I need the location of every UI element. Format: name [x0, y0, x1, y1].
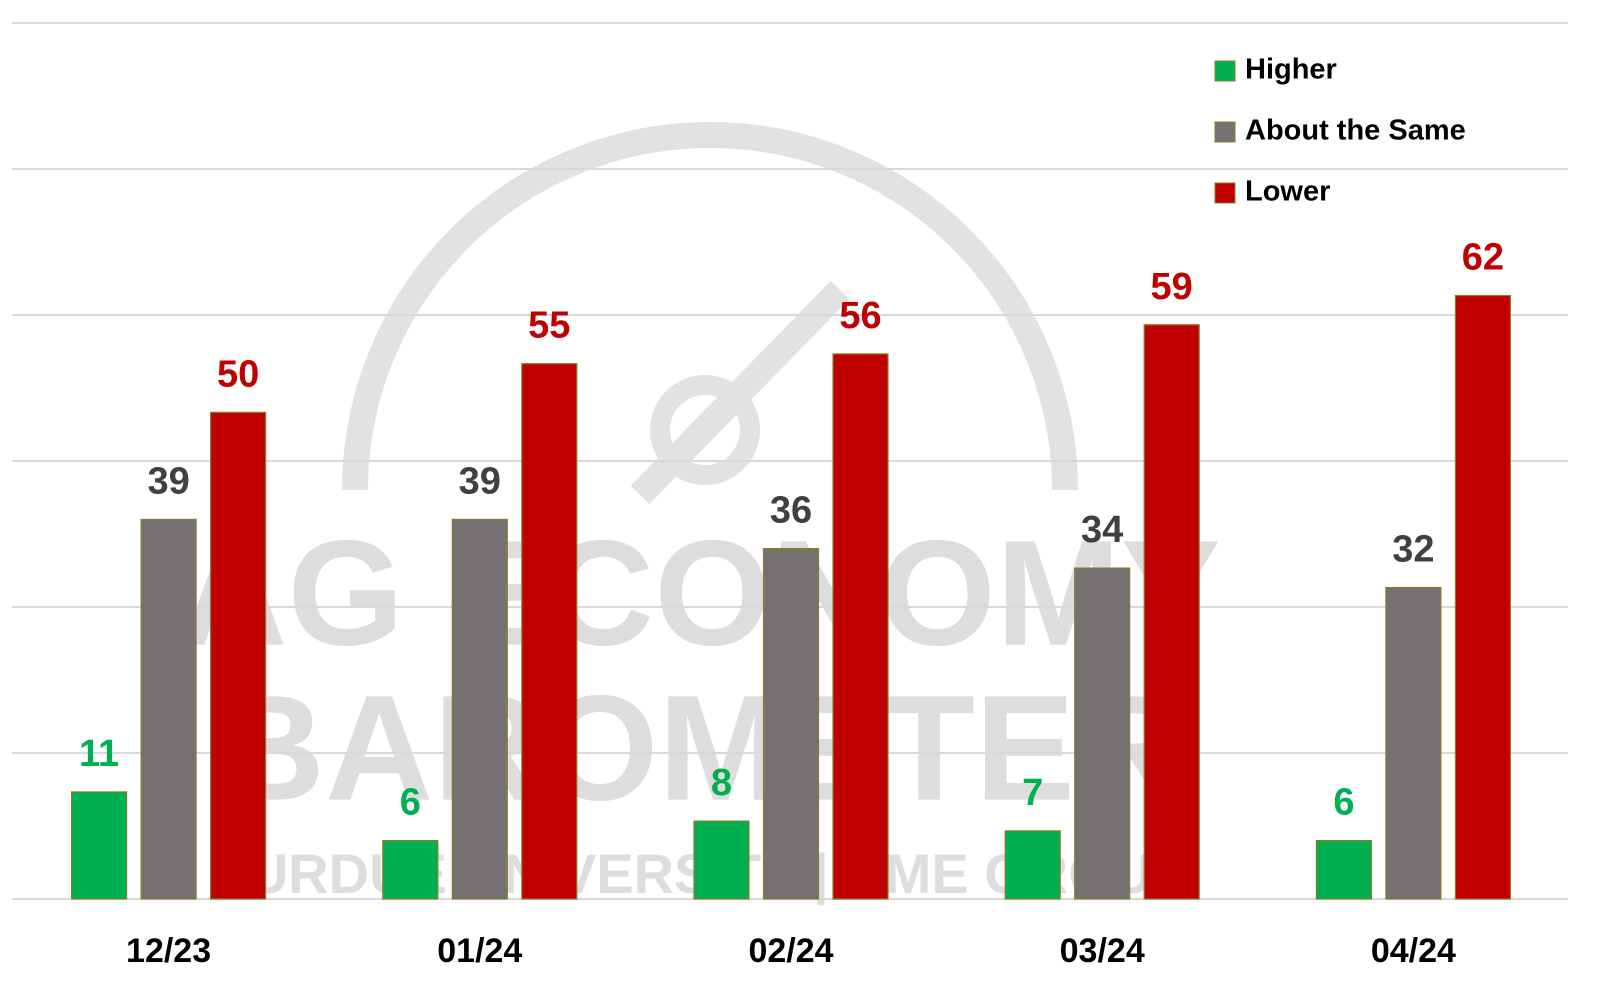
- bar: [452, 519, 507, 899]
- bar: [1005, 831, 1060, 899]
- bar: [211, 412, 266, 899]
- x-tick-label: 02/24: [748, 932, 833, 970]
- value-label: 56: [839, 295, 881, 337]
- value-label: 36: [770, 490, 812, 532]
- value-label: 50: [217, 353, 259, 395]
- value-label: 62: [1462, 237, 1504, 279]
- bar: [1075, 568, 1130, 899]
- value-label: 6: [1333, 782, 1354, 824]
- value-label: 39: [459, 460, 501, 502]
- bar: [833, 354, 888, 899]
- value-label: 39: [147, 460, 189, 502]
- value-label: 32: [1392, 529, 1434, 571]
- x-tick-label: 04/24: [1371, 932, 1456, 970]
- bar: [141, 519, 196, 899]
- bar: [72, 792, 127, 899]
- bar: [1386, 588, 1441, 899]
- legend-swatch: [1215, 61, 1235, 81]
- bar: [522, 364, 577, 899]
- value-label: 55: [528, 305, 570, 347]
- bar: [1455, 296, 1510, 899]
- watermark-line: AG ECONOMY: [179, 509, 1221, 677]
- bar: [694, 821, 749, 899]
- value-label: 59: [1151, 266, 1193, 308]
- chart: AG ECONOMY BAROMETER PURDUE UNIVERSITY |…: [0, 0, 1601, 992]
- x-tick-label: 03/24: [1060, 932, 1145, 970]
- x-tick-label: 01/24: [437, 932, 522, 970]
- value-label: 34: [1081, 509, 1123, 551]
- value-label: 7: [1022, 772, 1043, 814]
- watermark: AG ECONOMY BAROMETER PURDUE UNIVERSITY |…: [179, 135, 1221, 906]
- legend-label: About the Same: [1245, 115, 1466, 147]
- legend-swatch: [1215, 183, 1235, 203]
- value-label: 8: [711, 762, 732, 804]
- bar: [1144, 325, 1199, 899]
- bar: [764, 549, 819, 899]
- value-label: 11: [79, 733, 119, 775]
- legend-label: Lower: [1245, 176, 1330, 208]
- bar: [1316, 841, 1371, 899]
- bar: [383, 841, 438, 899]
- x-tick-label: 12/23: [126, 932, 211, 970]
- value-label: 6: [400, 782, 421, 824]
- legend-swatch: [1215, 122, 1235, 142]
- legend-label: Higher: [1245, 54, 1337, 86]
